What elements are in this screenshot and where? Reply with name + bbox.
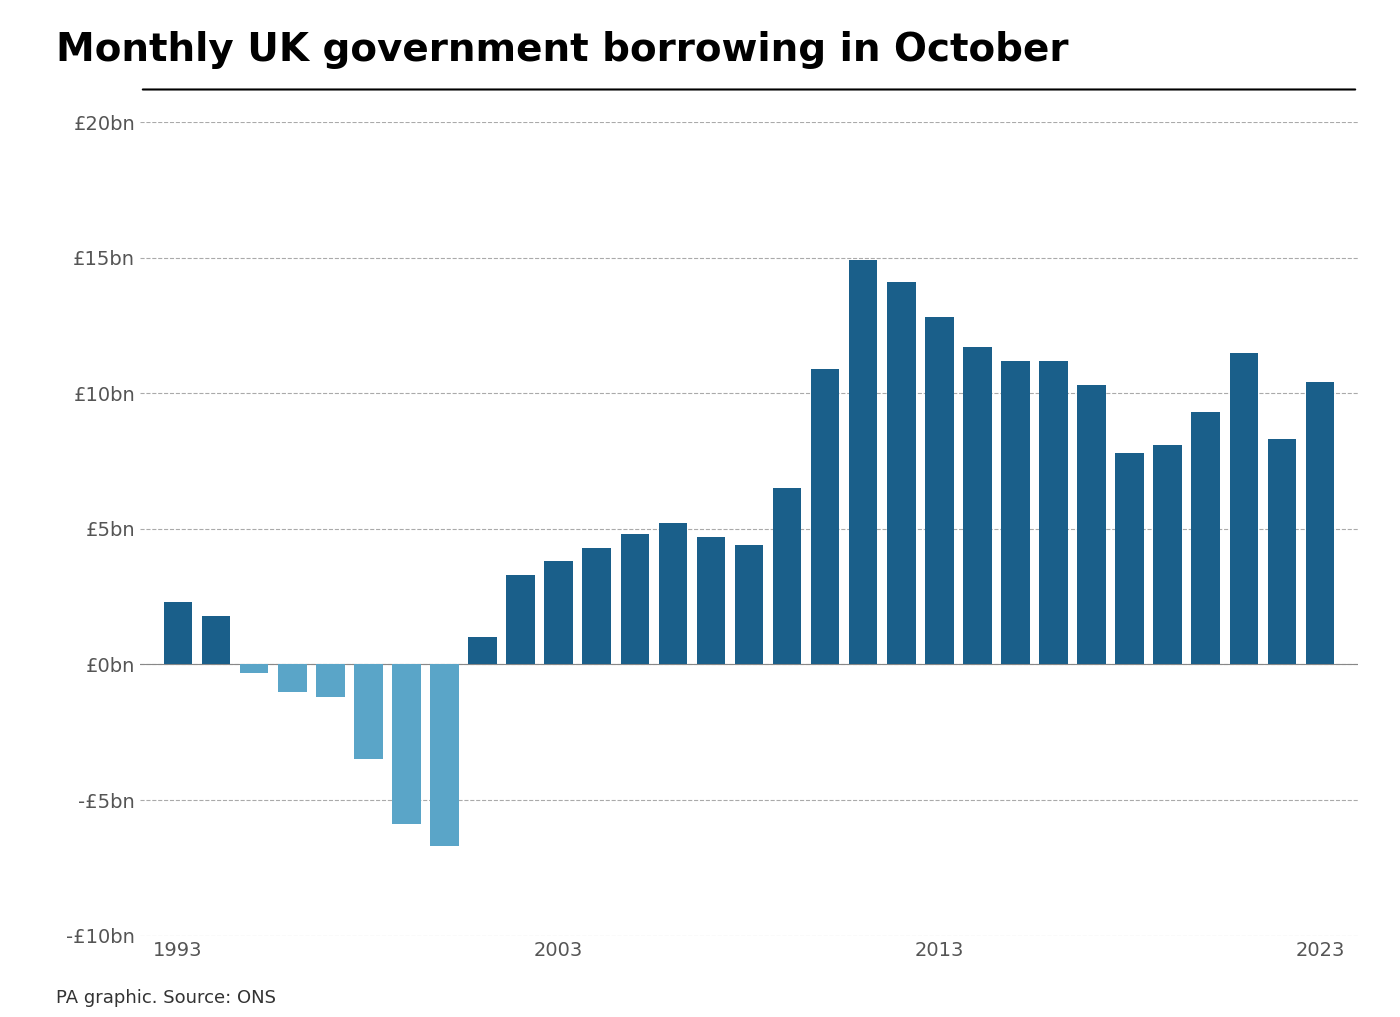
Bar bbox=[963, 347, 991, 664]
Bar bbox=[620, 534, 650, 664]
Bar bbox=[1039, 361, 1068, 664]
Bar bbox=[430, 664, 459, 846]
Bar bbox=[925, 317, 953, 664]
Bar bbox=[735, 545, 763, 664]
Bar bbox=[697, 537, 725, 664]
Bar bbox=[811, 369, 840, 664]
Bar bbox=[1306, 382, 1334, 664]
Bar bbox=[507, 575, 535, 664]
Bar bbox=[164, 602, 192, 664]
Bar bbox=[1116, 453, 1144, 664]
Bar bbox=[582, 548, 610, 664]
Bar bbox=[316, 664, 344, 697]
Bar bbox=[888, 282, 916, 664]
Bar bbox=[468, 638, 497, 664]
Bar bbox=[1154, 444, 1182, 664]
Bar bbox=[658, 524, 687, 664]
Text: Monthly UK government borrowing in October: Monthly UK government borrowing in Octob… bbox=[56, 31, 1068, 68]
Text: PA graphic. Source: ONS: PA graphic. Source: ONS bbox=[56, 989, 276, 1007]
Bar bbox=[545, 561, 573, 664]
Bar bbox=[392, 664, 421, 825]
Bar bbox=[1191, 412, 1219, 664]
Bar bbox=[202, 615, 231, 664]
Bar bbox=[773, 488, 801, 664]
Bar bbox=[848, 260, 878, 664]
Bar bbox=[1229, 353, 1259, 664]
Bar bbox=[279, 664, 307, 692]
Bar bbox=[1267, 439, 1296, 664]
Bar bbox=[1077, 385, 1106, 664]
Bar bbox=[1001, 361, 1030, 664]
Bar bbox=[239, 664, 269, 672]
Bar bbox=[354, 664, 382, 760]
